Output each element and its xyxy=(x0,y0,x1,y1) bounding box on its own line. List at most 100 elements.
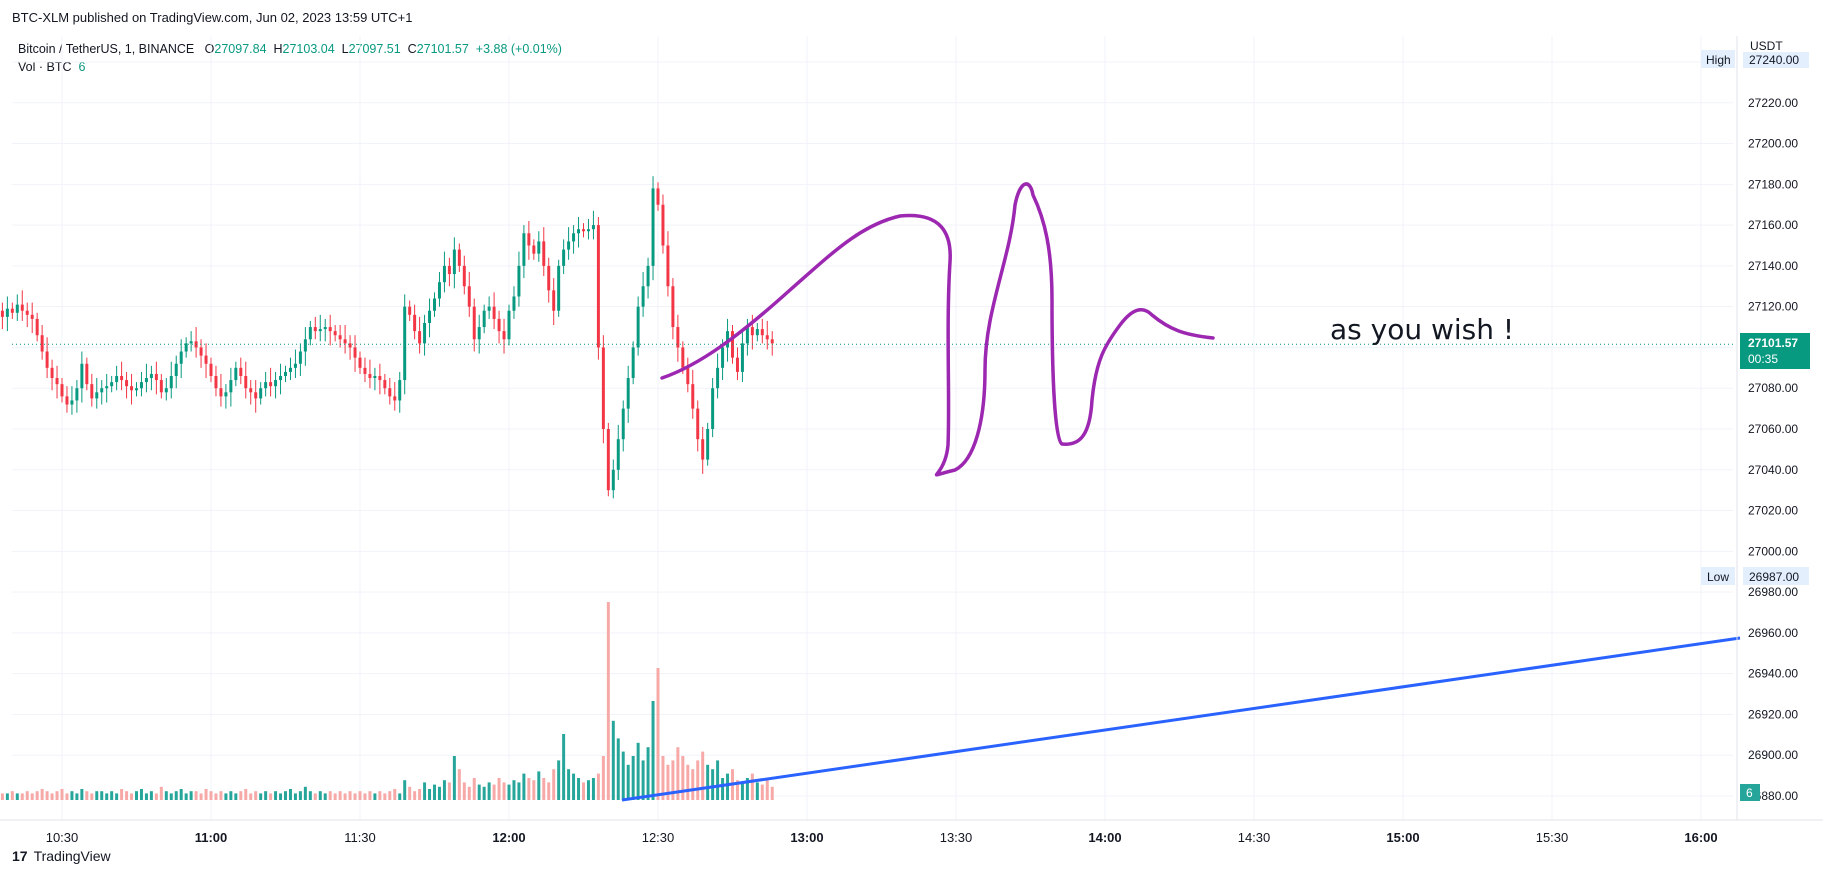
volume-bar xyxy=(517,782,521,800)
volume-bar xyxy=(189,791,193,800)
candle-body xyxy=(502,331,506,340)
candle-body xyxy=(696,408,700,440)
volume-bar xyxy=(15,793,19,800)
volume-bar xyxy=(552,769,556,800)
time-tick-label: 12:30 xyxy=(642,830,675,845)
candle-body xyxy=(557,265,561,311)
legend-low-label: L xyxy=(341,42,349,56)
volume-bars xyxy=(0,602,774,800)
volume-last-box xyxy=(1740,784,1760,801)
volume-bar xyxy=(770,786,774,800)
price-tick-label: 26940.00 xyxy=(1748,667,1798,681)
publish-info: BTC-XLM published on TradingView.com, Ju… xyxy=(12,10,413,25)
volume-bar xyxy=(512,780,516,800)
volume-bar xyxy=(755,782,759,800)
candle-body xyxy=(254,392,258,399)
volume-bar xyxy=(154,793,158,800)
high-value: 27240.00 xyxy=(1749,53,1799,67)
volume-bar xyxy=(750,773,754,800)
candle-body xyxy=(671,286,675,328)
volume-bar xyxy=(209,791,213,800)
candle-body xyxy=(115,375,119,383)
volume-bar xyxy=(666,764,670,800)
candle-body xyxy=(105,386,109,389)
candle-body xyxy=(368,373,372,379)
volume-bar xyxy=(368,791,372,800)
candle-body xyxy=(174,363,178,376)
candle-body xyxy=(586,229,590,232)
candle-body xyxy=(621,408,625,440)
volume-bar xyxy=(139,789,143,800)
candle-body xyxy=(517,265,521,297)
price-tick-label: 27080.00 xyxy=(1748,381,1798,395)
volume-bar xyxy=(30,793,34,800)
time-tick-label: 13:30 xyxy=(940,830,973,845)
volume-bar xyxy=(492,784,496,800)
low-label: Low xyxy=(1707,570,1729,584)
candle-body xyxy=(169,375,173,389)
volume-bar xyxy=(586,780,590,800)
candle-body xyxy=(408,306,412,315)
candle-body xyxy=(691,384,695,409)
candle-body xyxy=(403,306,407,381)
volume-bar xyxy=(428,789,432,800)
legend-volume-label[interactable]: Vol · BTC xyxy=(18,60,72,74)
candle-body xyxy=(184,343,188,352)
countdown: 00:35 xyxy=(1748,352,1778,366)
volume-bar xyxy=(636,742,640,800)
candle-body xyxy=(437,282,441,299)
candle-body xyxy=(70,400,74,405)
price-tick-label: 27060.00 xyxy=(1748,422,1798,436)
candle-body xyxy=(393,396,397,401)
volume-bar xyxy=(681,756,685,800)
candle-body xyxy=(601,347,605,429)
price-tick-label: 27220.00 xyxy=(1748,96,1798,110)
user-drawings xyxy=(660,182,1215,477)
volume-bar xyxy=(284,791,287,800)
volume-bar xyxy=(487,782,491,800)
volume-bar xyxy=(462,782,466,800)
candle-body xyxy=(284,371,287,376)
volume-bar xyxy=(388,791,392,800)
candle-body xyxy=(164,388,168,393)
candle-body xyxy=(264,382,268,389)
price-tick-label: 26960.00 xyxy=(1748,626,1798,640)
candle-body xyxy=(154,373,158,381)
candle-body xyxy=(373,375,377,379)
volume-bar xyxy=(601,756,605,800)
candle-body xyxy=(572,233,576,242)
volume-bar xyxy=(105,793,109,800)
legend-volume-row: Vol · BTC 6 xyxy=(18,58,562,76)
volume-bar xyxy=(447,782,451,800)
volume-bar xyxy=(686,764,690,800)
volume-bar xyxy=(313,793,317,800)
volume-bar xyxy=(651,701,655,800)
volume-bar xyxy=(224,793,228,800)
annotation-text[interactable]: as you wish ! xyxy=(1330,313,1514,346)
candle-body xyxy=(269,382,273,387)
blue-trendline xyxy=(621,636,1741,802)
footer-brand[interactable]: TradingView xyxy=(33,848,111,864)
volume-bar xyxy=(716,760,720,800)
time-tick-label: 12:00 xyxy=(492,830,525,845)
volume-bar xyxy=(378,791,382,800)
footer: 17 TradingView xyxy=(12,846,111,866)
volume-bar xyxy=(532,780,536,800)
volume-bar xyxy=(110,791,114,800)
candle-body xyxy=(85,363,89,385)
candle-body xyxy=(199,347,203,356)
price-tick-label: 27040.00 xyxy=(1748,463,1798,477)
price-tick-label: 26900.00 xyxy=(1748,748,1798,762)
volume-bar xyxy=(130,793,134,800)
volume-bar xyxy=(582,782,585,800)
candle-body xyxy=(577,229,581,234)
price-tick-label: 27160.00 xyxy=(1748,218,1798,232)
candle-body xyxy=(313,327,317,332)
candle-body xyxy=(293,363,297,368)
candle-body xyxy=(30,314,34,319)
volume-bar xyxy=(621,751,625,800)
volume-bar xyxy=(537,771,541,800)
volume-bar xyxy=(5,793,9,800)
currency-label: USDT xyxy=(1750,39,1783,53)
